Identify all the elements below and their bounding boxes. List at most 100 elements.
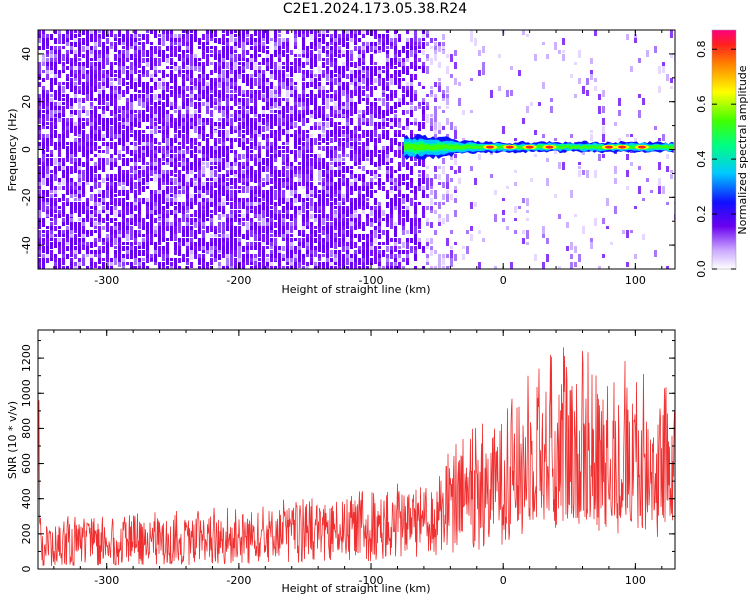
spectrogram-cell [398, 58, 401, 63]
spectrogram-cell [358, 190, 361, 194]
spectrogram-cell [178, 134, 181, 139]
spectrogram-cell [394, 258, 397, 264]
spectrogram-cell [310, 114, 313, 118]
spectrogram-cell [166, 210, 169, 215]
spectrogram-cell [138, 46, 141, 52]
spectrogram-cell [126, 254, 129, 259]
spectrogram-cell [190, 90, 193, 95]
spectrogram-cell [190, 166, 193, 172]
spectrogram-cell [242, 234, 245, 239]
spectrogram-cell [46, 50, 49, 55]
spectrogram-cell [390, 38, 393, 43]
spectrogram-cell [346, 74, 349, 79]
spectrogram-cell [242, 66, 245, 71]
spectrogram-cell [86, 254, 89, 257]
spectrogram-cell [666, 166, 669, 172]
spectrogram-cell [330, 50, 333, 56]
spectrogram-cell [350, 130, 353, 134]
spectrogram-cell [98, 258, 101, 264]
spectrogram-cell [318, 122, 321, 129]
spectrogram-cell [466, 246, 469, 254]
spectrogram-cell [122, 178, 125, 183]
spectrogram-cell [554, 150, 557, 154]
spectrogram-cell [414, 74, 417, 80]
spectrogram-cell [322, 130, 325, 133]
spectrogram-cell [66, 174, 69, 178]
spectrogram-cell [158, 42, 161, 45]
spectrogram-cell [230, 198, 233, 201]
spectrogram-cell [374, 42, 377, 47]
spectrogram-cell [374, 246, 377, 250]
spectrogram-cell [246, 230, 249, 234]
spectrogram-cell [350, 118, 353, 124]
spectrogram-cell [230, 62, 233, 67]
spectrogram-cell [346, 42, 349, 49]
spectrogram-cell [182, 106, 185, 109]
spectrogram-cell [162, 78, 165, 83]
spectrogram-cell [222, 254, 225, 258]
spectrogram-cell [618, 110, 621, 116]
spectrogram-cell [338, 206, 341, 211]
spectrogram-cell [274, 210, 277, 217]
spectrogram-cell [258, 250, 261, 257]
spectrogram-cell [122, 126, 125, 129]
spectrogram-cell [406, 210, 409, 216]
spectrogram-cell [342, 242, 345, 249]
spectrogram-cell [370, 106, 373, 110]
spectrogram-cell [90, 134, 93, 139]
spectrogram-cell [418, 42, 421, 46]
spectrogram-cell [138, 70, 141, 73]
spectrogram-cell [342, 254, 345, 258]
spectrogram-cell [90, 34, 93, 42]
spectrogram-cell [286, 262, 289, 265]
spectrogram-cell [234, 66, 237, 70]
spectrogram-cell [414, 234, 417, 241]
spectrogram-cell [246, 166, 249, 172]
spectrogram-cell [390, 158, 393, 163]
spectrogram-cell [386, 246, 389, 252]
spectrogram-cell [70, 178, 73, 183]
spectrogram-cell [90, 158, 93, 161]
spectrogram-cell [394, 94, 397, 98]
spectrogram-cell [406, 262, 409, 265]
spectrogram-cell [386, 194, 389, 199]
spectrogram-cell [270, 38, 273, 41]
spectrogram-cell [182, 62, 185, 68]
spectrogram-cell [334, 42, 337, 47]
spectrogram-cell [198, 130, 201, 135]
spectrogram-cell [334, 222, 337, 229]
spectrogram-cell [402, 266, 405, 269]
spectrogram-cell [570, 262, 573, 269]
spectrogram-cell [54, 258, 57, 263]
spectrogram-cell [206, 74, 209, 80]
spectrogram-cell [86, 210, 89, 215]
spectrogram-cell [418, 122, 421, 127]
spectrogram-cell [162, 158, 165, 161]
spectrogram-cell [114, 254, 117, 258]
spectrogram-cell [378, 150, 381, 153]
spectrogram-cell [210, 46, 213, 49]
spectrogram-cell [334, 190, 337, 196]
spectrogram-cell [370, 230, 373, 237]
spectrogram-cell [94, 126, 97, 133]
spectrogram-cell [262, 210, 265, 217]
spectrogram-cell [186, 206, 189, 213]
spectrogram-cell [302, 170, 305, 174]
spectrogram-cell [126, 162, 129, 166]
spectrogram-cell [178, 242, 181, 249]
spectrogram-cell [130, 106, 133, 109]
spectrogram-cell [314, 86, 317, 89]
spectrogram-cell [354, 102, 357, 109]
spectrogram-cell [362, 266, 365, 269]
spectrogram-cell [390, 46, 393, 49]
spectrogram-cell [54, 78, 57, 85]
spectrogram-cell [62, 86, 65, 93]
spectrogram-cell [166, 54, 169, 59]
spectrogram-cell [322, 254, 325, 257]
spectrogram-cell [402, 58, 405, 62]
spectrogram-cell [178, 170, 181, 178]
spectrogram-cell [62, 146, 65, 149]
spectrogram-cell [318, 158, 321, 165]
spectrogram-cell [578, 170, 581, 177]
spectrogram-cell [434, 230, 437, 235]
